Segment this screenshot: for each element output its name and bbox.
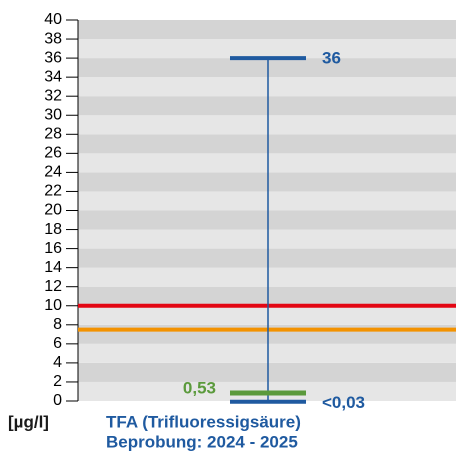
grid-band [78,343,456,363]
y-tick-label: 32 [44,87,62,104]
y-tick-label: 30 [44,106,62,123]
grid-band [78,229,456,249]
y-tick-label: 34 [44,68,62,85]
chart-subtitle: Beprobung: 2024 - 2025 [106,432,298,451]
y-tick-label: 6 [53,335,62,352]
y-tick-label: 14 [44,259,62,276]
y-tick-label: 10 [44,297,62,314]
grid-band [78,96,456,116]
grid-band [78,267,456,287]
y-tick-label: 26 [44,145,62,162]
median-label: 0,53 [183,378,216,397]
y-tick-label: 18 [44,221,62,238]
max-label: 36 [322,49,341,68]
grid-band [78,58,456,78]
y-tick-label: 22 [44,183,62,200]
y-tick-label: 28 [44,126,62,143]
grid-band [78,210,456,230]
grid-band [78,134,456,154]
min-label: <0,03 [322,393,365,412]
chart-title: TFA (Trifluoressigsäure) [106,412,301,431]
grid-band [78,39,456,59]
grid-band [78,20,456,40]
grid-band [78,172,456,192]
y-tick-label: 0 [53,392,62,409]
y-tick-label: 16 [44,240,62,257]
y-tick-label: 36 [44,49,62,66]
grid-band [78,191,456,211]
y-tick-label: 12 [44,278,62,295]
grid-band [78,305,456,325]
grid-band [78,153,456,173]
grid-band [78,362,456,382]
grid-band [78,115,456,135]
y-tick-label: 20 [44,202,62,219]
y-tick-label: 8 [53,316,62,333]
y-tick-label: 40 [44,11,62,28]
grid-band [78,248,456,268]
y-tick-label: 4 [53,354,62,371]
grid-band [78,286,456,306]
y-axis-unit: [µg/l] [8,412,49,431]
grid-band [78,77,456,97]
y-tick-label: 24 [44,164,62,181]
y-tick-label: 2 [53,373,62,390]
y-tick-label: 38 [44,30,62,47]
